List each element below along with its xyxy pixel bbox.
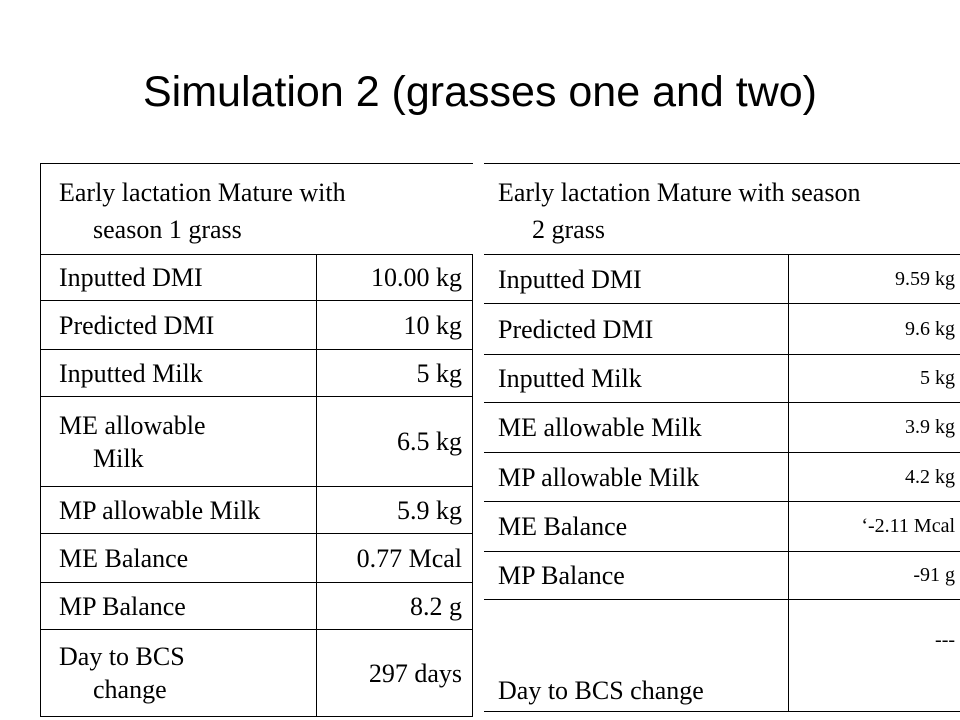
table-row: MP Balance 8.2 g: [40, 582, 473, 630]
slide-title: Simulation 2 (grasses one and two): [142, 68, 818, 116]
table-row: Inputted DMI 10.00 kg: [40, 254, 473, 301]
row-label: Inputted Milk: [484, 354, 789, 403]
table-header-cell: Early lactation Mature with season 1 gra…: [40, 163, 473, 255]
row-value: -91 g: [787, 551, 960, 600]
table-row: Day to BCS change ---: [484, 599, 960, 712]
table-row: Predicted DMI 9.6 kg: [484, 303, 960, 355]
row-value: 297 days: [316, 629, 473, 717]
table-row: MP allowable Milk 5.9 kg: [40, 486, 473, 534]
row-value: ---: [787, 599, 960, 712]
row-value: 9.6 kg: [787, 303, 960, 355]
row-value: 3.9 kg: [787, 402, 960, 453]
row-label: Inputted DMI: [40, 254, 317, 301]
table-row: MP allowable Milk 4.2 kg: [484, 452, 960, 502]
row-value: 5.9 kg: [316, 486, 473, 534]
row-label: ME allowable Milk: [484, 402, 789, 453]
table-row: Inputted Milk 5 kg: [40, 349, 473, 397]
row-label: Day to BCS change: [484, 599, 789, 712]
row-value: 10 kg: [316, 300, 473, 350]
row-value: 6.5 kg: [316, 396, 473, 487]
row-label: Inputted DMI: [484, 254, 789, 304]
table-row: Inputted Milk 5 kg: [484, 354, 960, 403]
row-label: Inputted Milk: [40, 349, 317, 397]
row-label: MP Balance: [40, 582, 317, 630]
row-label-line1: ME allowable: [59, 410, 206, 440]
season-2-table: Early lactation Mature with season 2 gra…: [484, 163, 960, 712]
row-value: 9.59 kg: [787, 254, 960, 304]
row-label: MP Balance: [484, 551, 789, 600]
row-label: MP allowable Milk: [40, 486, 317, 534]
table-row: ME Balance 0.77 Mcal: [40, 533, 473, 583]
table-row: ME Balance ‘-2.11 Mcal: [484, 501, 960, 552]
row-label: MP allowable Milk: [484, 452, 789, 502]
row-label: ME allowable Milk: [40, 396, 317, 487]
row-label: ME Balance: [40, 533, 317, 583]
table-header-line2: 2 grass: [532, 215, 605, 244]
table-row: ME allowable Milk 3.9 kg: [484, 402, 960, 453]
table-header-line2: season 1 grass: [93, 215, 242, 244]
row-label: Predicted DMI: [484, 303, 789, 355]
row-label: ME Balance: [484, 501, 789, 552]
row-label-line1: Day to BCS: [59, 642, 185, 671]
row-value: 5 kg: [787, 354, 960, 403]
table-header-row: Early lactation Mature with season 1 gra…: [40, 163, 473, 255]
table-header-line1: Early lactation Mature with: [59, 178, 346, 207]
season-1-table: Early lactation Mature with season 1 gra…: [40, 163, 473, 717]
table-row: Day to BCS change 297 days: [40, 629, 473, 717]
table-header-row: Early lactation Mature with season 2 gra…: [484, 163, 960, 255]
table-row: Inputted DMI 9.59 kg: [484, 254, 960, 304]
row-value: 8.2 g: [316, 582, 473, 630]
row-value: 5 kg: [316, 349, 473, 397]
row-label: Predicted DMI: [40, 300, 317, 350]
row-value: 4.2 kg: [787, 452, 960, 502]
table-row: Predicted DMI 10 kg: [40, 300, 473, 350]
row-label-line2: change: [93, 675, 167, 704]
row-label: Day to BCS change: [40, 629, 317, 717]
table-row: MP Balance -91 g: [484, 551, 960, 600]
row-label-line2: Milk: [93, 443, 144, 473]
row-value: ‘-2.11 Mcal: [787, 501, 960, 552]
table-row: ME allowable Milk 6.5 kg: [40, 396, 473, 487]
table-header-line1: Early lactation Mature with season: [498, 178, 861, 207]
table-header-cell: Early lactation Mature with season 2 gra…: [484, 163, 960, 255]
row-value: 0.77 Mcal: [316, 533, 473, 583]
row-value: 10.00 kg: [316, 254, 473, 301]
